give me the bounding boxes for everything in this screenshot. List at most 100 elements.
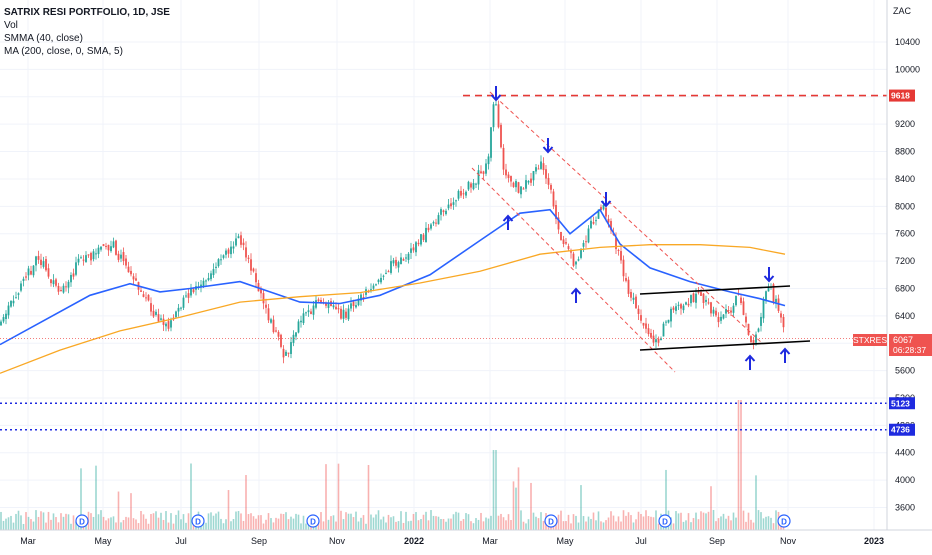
candle-body bbox=[175, 311, 177, 318]
volume-bar bbox=[657, 523, 660, 530]
volume-bar bbox=[160, 512, 162, 530]
volume-bar bbox=[460, 520, 462, 530]
candle-body bbox=[80, 257, 82, 259]
dividend-marker[interactable] bbox=[658, 514, 672, 528]
candle-body bbox=[337, 308, 340, 310]
candle-body bbox=[210, 273, 212, 280]
candle-body bbox=[687, 303, 690, 306]
candle-body bbox=[565, 242, 567, 244]
candle-body bbox=[285, 351, 287, 356]
candle-body bbox=[307, 310, 310, 313]
candle-body bbox=[227, 249, 230, 254]
x-tick-label: Sep bbox=[709, 536, 725, 546]
dividend-label: D bbox=[662, 518, 668, 527]
volume-bar bbox=[697, 519, 700, 530]
volume-bar bbox=[462, 519, 465, 530]
candle-body bbox=[750, 336, 752, 343]
volume-bar bbox=[537, 518, 540, 530]
volume-bar bbox=[475, 518, 477, 530]
candle-body bbox=[110, 246, 112, 252]
volume-bar bbox=[390, 517, 392, 530]
candle-body bbox=[77, 258, 80, 263]
candle-body bbox=[47, 268, 50, 277]
arrow-up-icon bbox=[570, 287, 582, 303]
candle-body bbox=[537, 168, 540, 170]
candle-body bbox=[102, 244, 105, 247]
volume-bar bbox=[617, 516, 620, 530]
channel-upper-line bbox=[489, 91, 763, 344]
candle-body bbox=[607, 218, 610, 223]
candle-body bbox=[557, 217, 560, 230]
volume-bar bbox=[405, 511, 407, 530]
volume-bar bbox=[282, 514, 285, 530]
arrow-down-icon bbox=[763, 267, 775, 283]
volume-bar bbox=[512, 481, 515, 530]
candle-body bbox=[55, 279, 57, 286]
candle-body bbox=[170, 320, 172, 328]
dividend-marker[interactable] bbox=[777, 514, 791, 528]
candle-body bbox=[360, 294, 362, 301]
candle-body bbox=[290, 342, 292, 354]
candle-body bbox=[105, 245, 107, 247]
candle-body bbox=[387, 271, 390, 273]
volume-bar bbox=[252, 516, 255, 530]
candle-body bbox=[422, 234, 425, 240]
candle-body bbox=[315, 300, 317, 308]
candle-body bbox=[722, 314, 725, 319]
smma-indicator-label[interactable]: SMMA (40, close) bbox=[4, 33, 83, 44]
candle-body bbox=[512, 182, 515, 187]
last-price-box[interactable]: STXRES 6067 06:28:37 bbox=[853, 334, 932, 356]
candle-body bbox=[572, 253, 575, 266]
volume-bar bbox=[270, 518, 272, 530]
arrow-head bbox=[600, 200, 612, 208]
candle-body bbox=[525, 180, 527, 189]
volume-bar bbox=[622, 510, 625, 530]
dividend-marker[interactable] bbox=[306, 514, 320, 528]
volume-bar bbox=[192, 523, 195, 530]
volume-bar bbox=[70, 523, 72, 530]
volume-bar bbox=[605, 520, 607, 530]
axis-labels: 3600400044004800520056006000640068007200… bbox=[20, 37, 920, 546]
ma-indicator-label[interactable]: MA (200, close, 0, SMA, 5) bbox=[4, 46, 123, 57]
volume-bar bbox=[620, 521, 622, 530]
candle-body bbox=[647, 328, 650, 335]
volume-bar bbox=[207, 513, 210, 530]
candle-body bbox=[545, 169, 547, 179]
candle-body bbox=[720, 316, 722, 321]
volume-bar bbox=[490, 515, 492, 530]
candle-body bbox=[632, 297, 635, 300]
volume-bar bbox=[187, 513, 190, 530]
dividend-marker[interactable] bbox=[544, 514, 558, 528]
volume-indicator-label[interactable]: Vol bbox=[4, 20, 18, 31]
volume-bar bbox=[742, 510, 745, 530]
candle-body bbox=[650, 332, 652, 338]
volume-bar bbox=[585, 521, 587, 530]
volume-bar bbox=[180, 519, 182, 530]
candle-body bbox=[665, 321, 667, 323]
volume-bar bbox=[637, 511, 640, 530]
volume-bar bbox=[570, 523, 572, 530]
candle-body bbox=[367, 291, 370, 293]
volume-bar bbox=[170, 513, 172, 530]
volume-bar bbox=[487, 518, 490, 530]
candle-body bbox=[312, 305, 315, 315]
volume-bar bbox=[472, 523, 475, 530]
symbol-title[interactable]: SATRIX RESI PORTFOLIO, 1D, JSE bbox=[4, 7, 170, 18]
candle-body bbox=[452, 202, 455, 205]
dividend-marker[interactable] bbox=[75, 514, 89, 528]
dividend-marker[interactable] bbox=[191, 514, 205, 528]
candle-body bbox=[780, 313, 782, 318]
volume-bar bbox=[350, 513, 352, 530]
candle-body bbox=[590, 220, 592, 229]
candle-body bbox=[712, 309, 715, 314]
volume-bar bbox=[385, 522, 387, 530]
volume-bar bbox=[137, 523, 140, 530]
y-tick-label: 7200 bbox=[895, 256, 915, 266]
candle-body bbox=[600, 207, 602, 211]
candle-body bbox=[350, 303, 352, 309]
candle-body bbox=[70, 275, 72, 283]
candle-body bbox=[190, 288, 192, 296]
candle-body bbox=[710, 302, 712, 314]
volume-bar bbox=[757, 510, 760, 530]
